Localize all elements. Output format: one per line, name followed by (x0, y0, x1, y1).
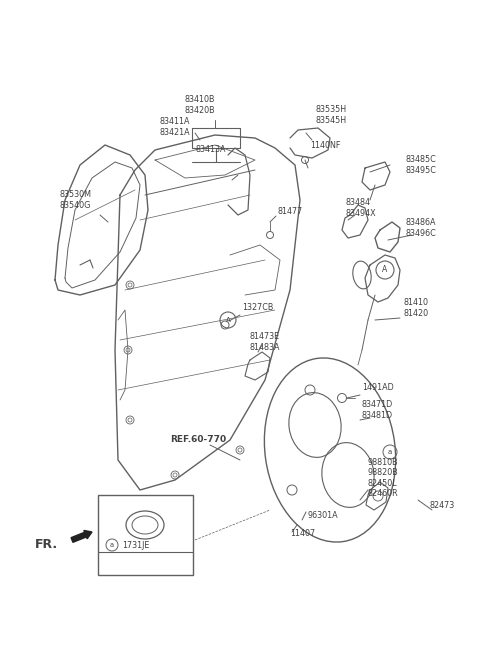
Text: 82473: 82473 (430, 501, 455, 509)
Text: 83413A: 83413A (195, 145, 226, 154)
Text: 83411A
83421A: 83411A 83421A (160, 118, 190, 137)
Text: 81473E
81483A: 81473E 81483A (250, 332, 280, 351)
Text: 81410
81420: 81410 81420 (403, 298, 428, 318)
Text: 98810B
98820B
82450L
82460R: 98810B 98820B 82450L 82460R (368, 458, 399, 498)
Text: 83535H
83545H: 83535H 83545H (315, 105, 346, 125)
Text: 83530M
83540G: 83530M 83540G (60, 191, 92, 210)
Text: a: a (388, 449, 392, 455)
Bar (98, 495, 193, 575)
Text: A: A (383, 265, 388, 275)
Text: 83410B
83420B: 83410B 83420B (185, 95, 216, 115)
Text: REF.60-770: REF.60-770 (170, 436, 226, 445)
Text: A: A (226, 317, 230, 323)
Text: a: a (110, 542, 114, 548)
Text: 83486A
83496C: 83486A 83496C (405, 218, 436, 238)
Text: 83484
83494X: 83484 83494X (345, 198, 376, 217)
Text: 11407: 11407 (290, 528, 315, 537)
Text: 1491AD: 1491AD (362, 384, 394, 392)
Text: 1327CB: 1327CB (242, 304, 274, 313)
Text: 83485C
83495C: 83485C 83495C (405, 155, 436, 175)
Text: 1731JE: 1731JE (122, 541, 149, 549)
Text: FR.: FR. (35, 539, 58, 551)
Text: 83471D
83481D: 83471D 83481D (362, 400, 393, 420)
Text: 96301A: 96301A (308, 510, 338, 520)
Text: 81477: 81477 (278, 208, 303, 217)
FancyArrow shape (71, 530, 92, 542)
Text: 1140NF: 1140NF (310, 141, 340, 150)
